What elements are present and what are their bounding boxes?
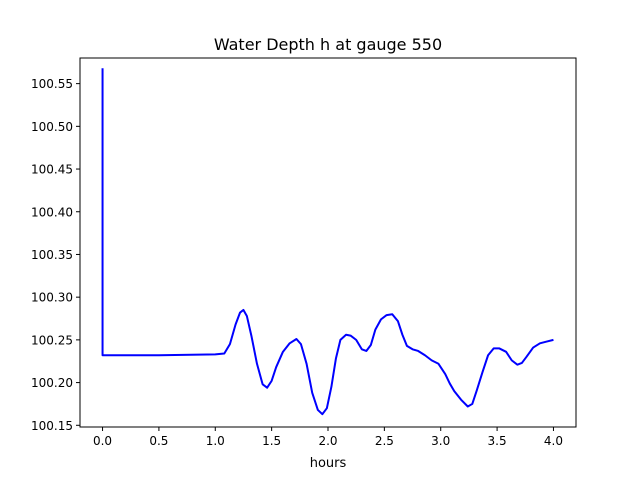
plot-area bbox=[101, 68, 554, 416]
y-tick-label: 100.40 bbox=[31, 205, 73, 219]
x-tick-label: 1.5 bbox=[262, 434, 281, 448]
y-tick-label: 100.15 bbox=[31, 419, 73, 433]
series-line bbox=[101, 68, 554, 416]
y-axis-ticks: 100.15 100.20 100.25 100.30 100.35 100.40 100.… bbox=[31, 77, 80, 433]
x-axis-ticks: 0.0 0.5 1.0 1.5 2.0 2.5 3.0 3.5 4.0 bbox=[93, 427, 563, 448]
x-tick-label: 0.5 bbox=[149, 434, 168, 448]
x-tick-label: 3.0 bbox=[431, 434, 450, 448]
x-tick-label: 4.0 bbox=[544, 434, 563, 448]
x-tick-label: 2.5 bbox=[375, 434, 394, 448]
y-tick-label: 100.25 bbox=[31, 333, 73, 347]
x-tick-label: 3.5 bbox=[488, 434, 507, 448]
y-tick-label: 100.50 bbox=[31, 120, 73, 134]
y-tick-label: 100.35 bbox=[31, 248, 73, 262]
y-tick-label: 100.20 bbox=[31, 376, 73, 390]
y-tick-label: 100.45 bbox=[31, 163, 73, 177]
chart-title: Water Depth h at gauge 550 bbox=[214, 35, 442, 54]
x-axis-label: hours bbox=[310, 456, 347, 471]
y-tick-label: 100.55 bbox=[31, 77, 73, 91]
x-tick-label: 1.0 bbox=[206, 434, 225, 448]
x-tick-label: 0.0 bbox=[93, 434, 112, 448]
x-tick-label: 2.0 bbox=[318, 434, 337, 448]
y-tick-label: 100.30 bbox=[31, 291, 73, 305]
